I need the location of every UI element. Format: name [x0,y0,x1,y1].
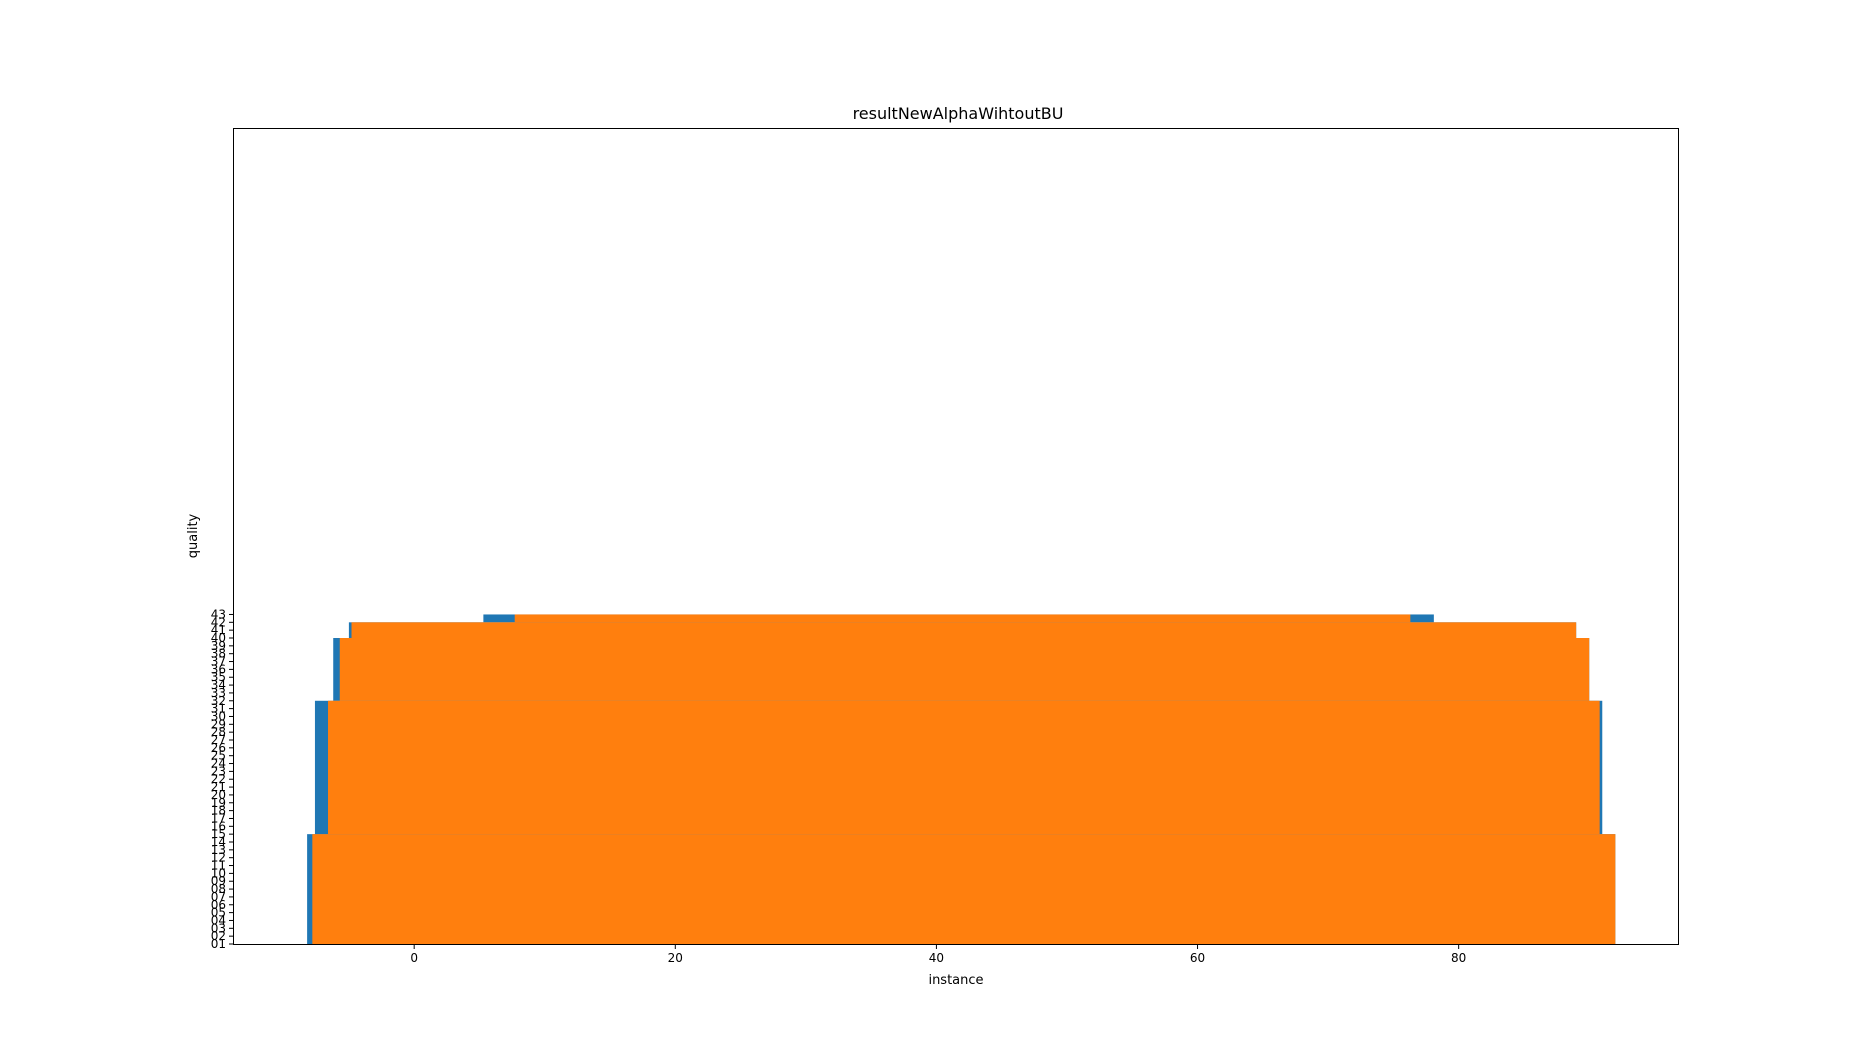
y-tick-label: 43 [211,607,226,621]
y-tick-label: 36 [211,662,226,676]
y-tick-label: 01 [211,937,226,951]
y-tick-label: 20 [211,788,226,802]
y-tick-label: 17 [211,811,226,825]
y-tick-label: 11 [211,859,226,873]
y-tick-label: 10 [211,866,226,880]
x-tick-label: 60 [1190,951,1205,965]
x-tick-label: 0 [410,951,418,965]
y-tick-label: 07 [211,890,226,904]
y-tick-label: 25 [211,749,226,763]
x-axis: 0 20 40 60 80 [410,944,1466,965]
y-tick-label: 18 [211,804,226,818]
x-tick-label: 40 [929,951,944,965]
y-tick-label: 31 [211,702,226,716]
chart-title: resultNewAlphaWihtoutBU [853,104,1064,123]
y-tick-label: 30 [211,709,226,723]
y-tick-label: 34 [211,678,226,692]
y-tick-label: 38 [211,647,226,661]
y-tick-label: 02 [211,929,226,943]
x-tick-label: 80 [1451,951,1466,965]
y-tick-label: 22 [211,772,226,786]
series-2-band-2 [328,700,1600,835]
y-axis-label: quality [186,513,201,558]
y-tick-label: 09 [211,874,226,888]
y-tick-label: 32 [211,694,226,708]
y-tick-label: 39 [211,639,226,653]
y-tick-label: 03 [211,921,226,935]
y-tick-label: 26 [211,741,226,755]
series-2-band-4 [351,622,1577,638]
plot-frame [233,128,1679,945]
y-tick-label: 19 [211,796,226,810]
y-tick-label: 28 [211,725,226,739]
y-axis: 0102030405060708091011121314151617181920… [211,607,234,951]
y-tick-label: 16 [211,819,226,833]
y-tick-label: 21 [211,780,226,794]
y-tick-label: 05 [211,906,226,920]
y-tick-label: 12 [211,851,226,865]
y-tick-label: 35 [211,670,226,684]
series-2-band-1 [312,834,1616,944]
y-tick-label: 24 [211,757,226,771]
y-tick-label: 06 [211,898,226,912]
y-tick-label: 37 [211,655,226,669]
x-tick-label: 20 [668,951,683,965]
y-tick-label: 42 [211,615,226,629]
y-tick-label: 13 [211,843,226,857]
y-tick-label: 29 [211,717,226,731]
y-tick-label: 23 [211,764,226,778]
y-tick-label: 27 [211,733,226,747]
y-tick-label: 33 [211,686,226,700]
y-tick-label: 04 [211,913,226,927]
y-tick-label: 14 [211,835,226,849]
y-tick-label: 41 [211,623,226,637]
y-tick-label: 40 [211,631,226,645]
series-2-band-3 [339,638,1590,701]
y-tick-label: 08 [211,882,226,896]
series-2-band-5 [514,614,1411,623]
x-axis-label: instance [928,973,983,988]
plot-series [307,614,1616,944]
y-tick-label: 15 [211,827,226,841]
